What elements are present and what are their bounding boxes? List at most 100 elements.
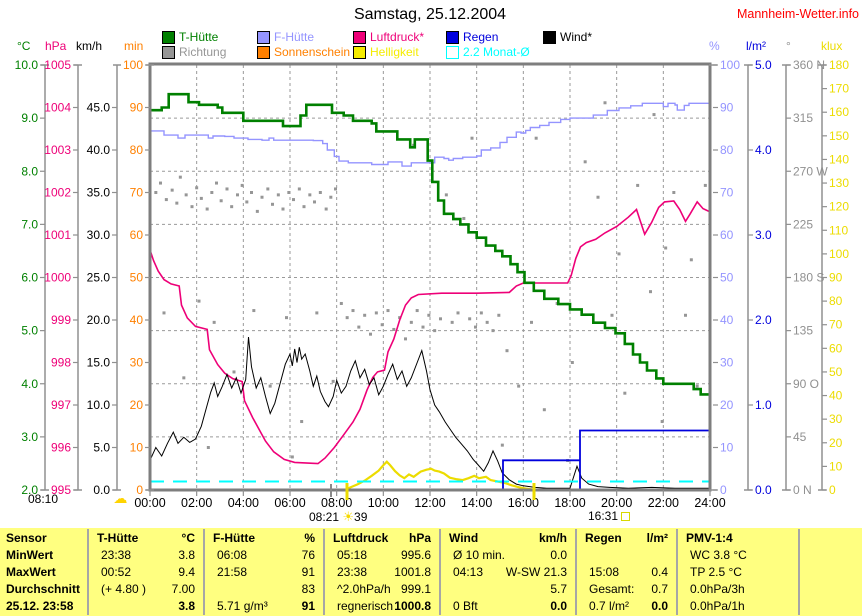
legend-swatch-icon — [162, 30, 175, 44]
table-value: 3.8 — [178, 599, 195, 613]
richtung-dot — [205, 207, 209, 211]
axis-unit-direction: ° — [786, 39, 791, 53]
richtung-dot — [162, 311, 166, 315]
axis-tick-label: 170 — [829, 82, 849, 96]
axis-tick-label: 130 — [829, 176, 849, 190]
legend-item-regen: Regen — [446, 30, 498, 44]
axis-tick-label: 70 — [829, 318, 843, 332]
axis-tick-label: 100 — [123, 58, 143, 72]
axis-tick-label: 20 — [829, 436, 843, 450]
axis-tick-label: 7.0 — [21, 217, 38, 231]
axis-tick-label: 60 — [130, 228, 144, 242]
axis-tick-label: 10.0 — [87, 398, 111, 412]
axis-tick-label: 12:00 — [414, 496, 445, 510]
richtung-dot — [154, 191, 158, 194]
richtung-dot — [636, 183, 640, 187]
axis-tick-label: 60 — [720, 228, 734, 242]
table-value-label: 00:52 — [101, 565, 132, 579]
axis-tick-label: 180 — [829, 58, 849, 72]
richtung-dot — [404, 337, 407, 341]
richtung-dot — [409, 320, 413, 324]
richtung-dot — [672, 191, 676, 194]
richtung-dot — [334, 187, 337, 191]
richtung-dot — [245, 200, 249, 204]
richtung-dot — [297, 187, 301, 191]
richtung-dot — [313, 200, 316, 204]
axis-tick-label: 80 — [130, 143, 144, 157]
richtung-dot — [339, 301, 343, 305]
richtung-dot — [164, 198, 168, 202]
richtung-dot — [479, 311, 483, 315]
table-col-name: PMV-1:4 — [686, 531, 733, 545]
axis-tick-label: 40 — [829, 389, 843, 403]
richtung-dot — [184, 193, 188, 197]
richtung-dot — [462, 216, 466, 220]
richtung-dot — [703, 183, 707, 187]
axis-tick-label: 996 — [51, 441, 71, 455]
legend-label: T-Hütte — [179, 30, 219, 44]
table-value-label: TP 2.5 °C — [690, 565, 742, 579]
series-helligkeit — [150, 460, 710, 492]
richtung-dot — [468, 317, 472, 321]
table-value-label: 5.71 g/m³ — [217, 599, 268, 613]
richtung-dot — [159, 181, 162, 185]
legend-item-helligkeit: Helligkeit — [353, 45, 419, 59]
richtung-dot — [324, 207, 328, 211]
legend-item-luftdruck-: Luftdruck* — [353, 30, 424, 44]
richtung-dot — [398, 316, 402, 320]
table-value-label: 0.0hPa/3h — [690, 582, 745, 596]
sunshine-start-time: 08:21 — [309, 510, 340, 524]
table-divider — [203, 529, 205, 615]
axis-tick-label: 0.0 — [755, 483, 772, 497]
axis-tick-label: 1002 — [44, 186, 71, 200]
table-value-label: 05:18 — [337, 548, 368, 562]
richtung-dot — [534, 136, 538, 140]
sunrise-time: 08:10 — [28, 492, 59, 506]
table-value: 0.0 — [550, 548, 567, 562]
legend-swatch-icon — [257, 30, 270, 44]
axis-tick-label: 16:00 — [508, 496, 539, 510]
legend-label: Sonnenschein — [274, 45, 351, 59]
table-value: 0.7 — [651, 582, 668, 596]
richtung-dot — [570, 361, 574, 364]
axis-tick-label: 50 — [720, 271, 734, 285]
richtung-dot — [542, 408, 546, 412]
table-value-label: WC 3.8 °C — [690, 548, 747, 562]
richtung-dot — [210, 191, 214, 194]
richtung-dot — [603, 101, 607, 105]
axis-tick-label: 0 N — [793, 483, 812, 497]
axis-tick-label: 225 — [793, 217, 813, 231]
axis-tick-label: 06:00 — [274, 496, 305, 510]
table-value-label: Ø 10 min. — [453, 548, 506, 562]
axis-tick-label: 0 — [720, 483, 727, 497]
axis-tick-label: 100 — [720, 58, 740, 72]
axis-tick-label: 270 W — [793, 164, 828, 178]
richtung-dot — [684, 313, 687, 317]
table-row-header: MaxWert — [6, 565, 56, 579]
axis-tick-label: 9.0 — [21, 111, 38, 125]
axis-tick-label: 160 — [829, 105, 849, 119]
axis-tick-label: 120 — [829, 200, 849, 214]
richtung-dot — [230, 205, 234, 209]
table-value: 91 — [301, 565, 315, 579]
richtung-dot — [175, 201, 179, 205]
richtung-dot — [268, 384, 272, 388]
table-value-label: regnerisch — [337, 599, 394, 613]
richtung-dot — [315, 311, 319, 315]
legend-swatch-icon — [353, 45, 366, 59]
table-divider — [323, 529, 325, 615]
axis-unit-temp: °C — [17, 39, 31, 53]
axis-tick-label: 1000 — [44, 271, 71, 285]
site-link[interactable]: Mannheim-Wetter.info — [736, 7, 859, 21]
richtung-dot — [357, 325, 361, 329]
richtung-dot — [215, 181, 218, 185]
richtung-dot — [190, 205, 194, 209]
richtung-dot — [485, 320, 489, 324]
table-value: 1001.8 — [394, 565, 431, 579]
table-value-label: 21:58 — [217, 565, 248, 579]
richtung-dot — [474, 325, 477, 329]
richtung-dot — [610, 313, 614, 317]
richtung-dot — [386, 309, 390, 313]
richtung-dot — [617, 252, 621, 256]
